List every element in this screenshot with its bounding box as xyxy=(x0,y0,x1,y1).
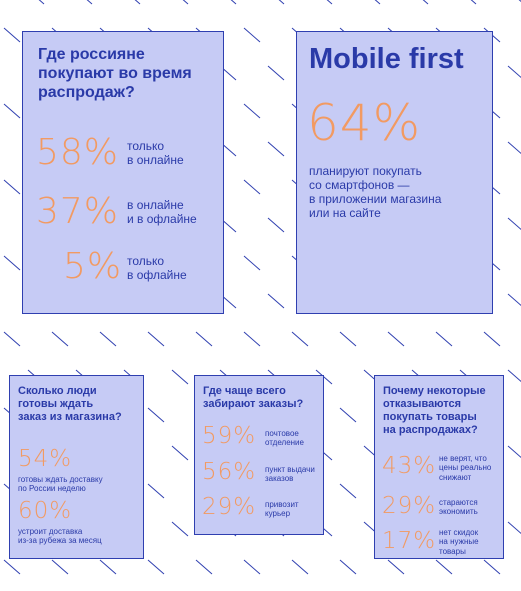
dash-mark xyxy=(374,0,381,5)
stat-wait-week-value: 54% xyxy=(18,446,73,472)
dash-mark xyxy=(339,559,357,575)
dash-mark xyxy=(147,331,165,347)
stat-online-only-value: 58% xyxy=(36,132,120,173)
card-delivery-wait: Сколько люди готовы ждать заказ из магаз… xyxy=(9,375,144,559)
dash-mark xyxy=(267,293,285,309)
stat-wait-month-value: 60% xyxy=(18,498,73,524)
dash-mark xyxy=(422,0,429,5)
dash-mark xyxy=(267,65,285,81)
dash-mark xyxy=(147,483,165,499)
card-pickup: Где чаще всего забирают заказы? 59% почт… xyxy=(194,375,324,535)
dash-mark xyxy=(387,559,405,575)
card-pickup-title: Где чаще всего забирают заказы? xyxy=(203,385,304,410)
dash-mark xyxy=(518,0,521,3)
dash-mark xyxy=(230,0,237,5)
dash-mark xyxy=(435,559,453,575)
card-mobile-first: Mobile first 64% планируют покупать со с… xyxy=(296,31,493,314)
stat-offline-only-value: 5% xyxy=(63,246,123,287)
stat-post-office-value: 59% xyxy=(202,423,257,449)
dash-mark xyxy=(291,331,309,347)
dash-mark xyxy=(483,559,501,575)
dash-mark xyxy=(507,217,521,231)
dash-mark xyxy=(3,255,21,271)
dash-mark xyxy=(3,559,21,575)
stat-courier-value: 29% xyxy=(202,494,257,520)
stat-mobile-label: планируют покупать со смартфонов — в при… xyxy=(309,164,442,221)
stat-both-label: в онлайне и в офлайне xyxy=(127,198,197,227)
dash-mark xyxy=(278,0,285,5)
dash-mark xyxy=(243,27,261,43)
stat-economy-label: стараются экономить xyxy=(439,498,478,517)
dash-mark xyxy=(267,217,285,233)
card-refuse-sales-title: Почему некоторые отказываются покупать т… xyxy=(383,385,486,436)
dash-mark xyxy=(86,0,93,5)
stat-pickup-point-label: пункт выдачи заказов xyxy=(265,465,315,484)
stat-no-discount-value: 17% xyxy=(382,528,437,554)
dash-mark xyxy=(243,559,261,575)
dash-mark xyxy=(171,369,189,385)
dash-mark xyxy=(3,179,21,195)
dash-mark xyxy=(243,331,261,347)
dash-mark xyxy=(243,255,261,271)
card-delivery-wait-title: Сколько люди готовы ждать заказ из магаз… xyxy=(18,385,122,423)
dash-mark xyxy=(507,445,521,459)
dash-mark xyxy=(507,65,521,79)
dash-mark xyxy=(134,0,141,5)
dash-mark xyxy=(182,0,189,5)
dash-mark xyxy=(470,0,477,5)
dash-mark xyxy=(339,331,357,347)
dash-mark xyxy=(171,445,189,461)
dash-mark xyxy=(99,559,117,575)
dash-mark xyxy=(326,0,333,5)
stat-courier-label: привозит курьер xyxy=(265,500,299,519)
dash-mark xyxy=(291,559,309,575)
card-mobile-first-title: Mobile first xyxy=(309,43,464,75)
card-where-shop-title: Где россияне покупают во время распродаж… xyxy=(38,46,192,101)
card-refuse-sales: Почему некоторые отказываются покупать т… xyxy=(374,375,504,559)
dash-mark xyxy=(3,103,21,119)
dash-mark xyxy=(267,141,285,157)
stat-mobile-value: 64% xyxy=(307,94,422,152)
dash-mark xyxy=(147,407,165,423)
dash-mark xyxy=(3,27,21,43)
dash-mark xyxy=(435,331,453,347)
stat-economy-value: 29% xyxy=(382,493,437,519)
card-where-shop: Где россияне покупают во время распродаж… xyxy=(22,31,224,314)
dash-mark xyxy=(171,521,189,537)
dash-mark xyxy=(507,141,521,155)
dash-mark xyxy=(315,369,333,385)
stat-post-office-label: почтовое отделение xyxy=(265,429,304,448)
dash-mark xyxy=(387,331,405,347)
dash-mark xyxy=(243,179,261,195)
stat-both-value: 37% xyxy=(36,191,120,232)
dash-mark xyxy=(99,331,117,347)
stat-distrust-label: не верят, что цены реально снижают xyxy=(439,454,492,482)
dash-mark xyxy=(51,559,69,575)
dash-mark xyxy=(38,0,45,5)
dash-mark xyxy=(195,331,213,347)
stat-wait-month-label: устроит доставка из-за рубежа за месяц xyxy=(18,527,102,546)
dash-mark xyxy=(483,331,501,347)
dash-mark xyxy=(195,559,213,575)
stat-pickup-point-value: 56% xyxy=(202,459,257,485)
stat-online-only-label: только в онлайне xyxy=(127,139,184,168)
stat-distrust-value: 43% xyxy=(382,453,437,479)
stat-offline-only-label: только в офлайне xyxy=(127,254,187,283)
stat-no-discount-label: нет скидок на нужные товары xyxy=(439,528,479,556)
dash-mark xyxy=(507,369,521,383)
dash-mark xyxy=(339,483,357,499)
dash-mark xyxy=(507,293,521,307)
dash-mark xyxy=(3,331,21,347)
dash-mark xyxy=(339,407,357,423)
stat-wait-week-label: готовы ждать доставку по России неделю xyxy=(18,475,103,494)
dash-mark xyxy=(51,331,69,347)
dash-mark xyxy=(507,521,521,535)
dash-mark xyxy=(147,559,165,575)
dash-mark xyxy=(243,103,261,119)
